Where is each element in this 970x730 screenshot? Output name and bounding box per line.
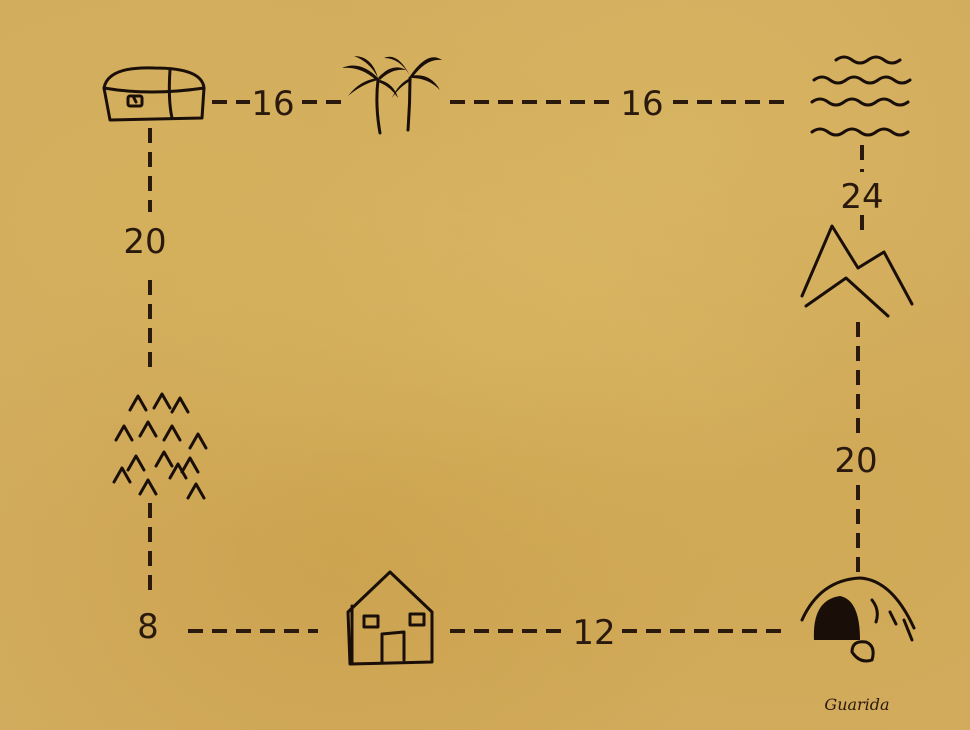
distance-cave-house: 12 [572, 613, 615, 653]
cave-icon [800, 576, 916, 663]
distance-waves-mountain: 24 [840, 177, 883, 217]
distance-palm-waves: 16 [620, 84, 663, 124]
map-signature: Guarida [824, 695, 889, 714]
treasure-chest-icon [102, 66, 206, 122]
waves-icon [810, 55, 912, 137]
palm-trees-icon [342, 56, 442, 135]
forest-icon [112, 392, 208, 500]
distance-forest-chest: 20 [123, 222, 166, 262]
mountain-icon [800, 224, 914, 318]
distance-mountain-cave: 20 [834, 441, 877, 481]
distance-chest-palm: 16 [251, 84, 294, 124]
house-icon [346, 570, 434, 666]
distance-house-forest: 8 [137, 607, 159, 647]
